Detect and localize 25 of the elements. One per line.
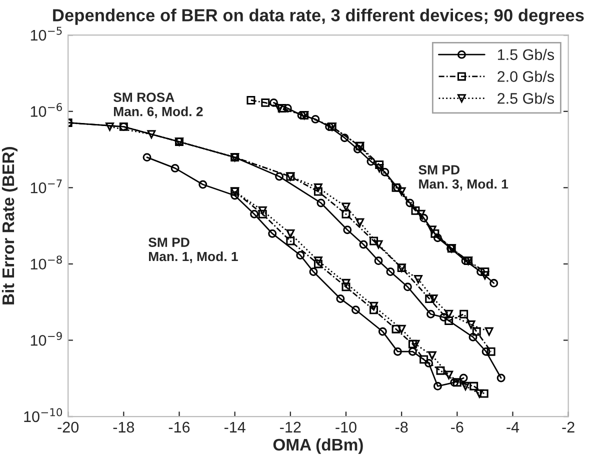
x-tick-label: -16: [168, 422, 190, 433]
y-tick-label: 10$^{−5}$: [30, 26, 62, 41]
y-tick-label: 10$^{−7}$: [30, 179, 62, 194]
x-tick-label: -8: [395, 422, 408, 433]
legend-label: 2.5 Gb/s: [498, 92, 554, 104]
y-tick-label: 10$^{−9}$: [30, 332, 62, 346]
x-tick-label: -4: [506, 422, 520, 432]
x-tick-label: -10: [336, 422, 356, 433]
y-tick-label: 10$^{−10}$: [24, 408, 62, 422]
x-tick-label: -6: [451, 422, 464, 433]
y-axis-title: Bit Error Rate (BER): [2, 147, 18, 304]
x-tick-label: -18: [113, 422, 134, 433]
chart-title: Dependence of BER on data rate, 3 different devices; 90 degrees: [53, 8, 584, 25]
annotation: SM ROSA Man. 6, Mod. 2: [113, 92, 203, 118]
x-tick-label: -2: [562, 422, 574, 432]
legend-label: 1.5 Gb/s: [498, 48, 554, 60]
annotation: SM PD Man. 3, Mod. 1: [418, 165, 508, 191]
x-tick-label: -20: [58, 422, 79, 433]
legend-label: 2.0 Gb/s: [498, 70, 554, 82]
x-axis-title: OMA (dBm): [273, 438, 363, 454]
x-tick-label: -12: [280, 422, 301, 432]
annotation: SM PD Man. 1, Mod. 1: [148, 238, 238, 264]
y-tick-label: 10$^{−8}$: [30, 256, 62, 270]
x-tick-label: -14: [224, 422, 246, 432]
y-tick-label: 10$^{−6}$: [30, 103, 62, 117]
